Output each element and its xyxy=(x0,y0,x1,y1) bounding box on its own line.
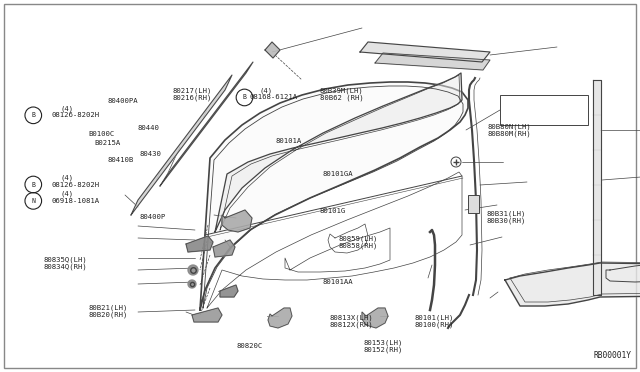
Text: 80B30(RH): 80B30(RH) xyxy=(486,218,526,224)
Text: 80217(LH): 80217(LH) xyxy=(173,87,212,94)
Polygon shape xyxy=(192,308,222,322)
Polygon shape xyxy=(200,82,468,310)
Text: 80101G: 80101G xyxy=(319,208,346,214)
Text: 80B39M(LH): 80B39M(LH) xyxy=(320,87,364,94)
Text: 08126-8202H: 08126-8202H xyxy=(51,112,99,118)
Text: 80101(LH): 80101(LH) xyxy=(415,314,454,321)
Text: 80858(RH): 80858(RH) xyxy=(339,242,378,249)
Text: B0215A: B0215A xyxy=(95,140,121,146)
Polygon shape xyxy=(222,210,252,232)
Polygon shape xyxy=(220,285,238,297)
Text: 80440: 80440 xyxy=(138,125,159,131)
Polygon shape xyxy=(362,308,388,328)
Text: B0100C: B0100C xyxy=(88,131,115,137)
Text: 80400P: 80400P xyxy=(140,214,166,220)
Text: 80153(LH): 80153(LH) xyxy=(364,339,403,346)
Text: 80812X(RH): 80812X(RH) xyxy=(330,321,373,328)
Text: 80B80N(LH): 80B80N(LH) xyxy=(488,124,531,130)
Text: RB00001Y: RB00001Y xyxy=(594,351,632,360)
Text: (4): (4) xyxy=(61,190,74,197)
Text: (4): (4) xyxy=(61,105,74,112)
Text: 80100(RH): 80100(RH) xyxy=(415,321,454,328)
Text: 08168-6121A: 08168-6121A xyxy=(250,94,298,100)
Text: 80430: 80430 xyxy=(140,151,161,157)
Text: 08126-8202H: 08126-8202H xyxy=(51,182,99,187)
Polygon shape xyxy=(593,80,601,295)
Polygon shape xyxy=(213,240,235,257)
Text: B: B xyxy=(31,112,35,118)
Text: 80B20(RH): 80B20(RH) xyxy=(88,311,128,318)
Text: N: N xyxy=(31,198,35,204)
Polygon shape xyxy=(160,62,253,186)
Polygon shape xyxy=(186,236,213,252)
Text: 80101A: 80101A xyxy=(275,138,301,144)
Circle shape xyxy=(188,265,198,275)
Bar xyxy=(468,195,479,213)
Text: 80B31(LH): 80B31(LH) xyxy=(486,211,526,217)
Text: (4): (4) xyxy=(259,87,273,94)
Polygon shape xyxy=(268,308,292,328)
Text: B: B xyxy=(31,182,35,187)
Text: 80B21(LH): 80B21(LH) xyxy=(88,304,128,311)
Text: 80834Q(RH): 80834Q(RH) xyxy=(44,264,87,270)
Circle shape xyxy=(188,280,196,288)
Text: (4): (4) xyxy=(61,174,74,181)
Text: 80820C: 80820C xyxy=(237,343,263,349)
Polygon shape xyxy=(505,263,640,306)
Text: 80101AA: 80101AA xyxy=(323,279,353,285)
Polygon shape xyxy=(215,73,462,232)
Text: 80813X(LH): 80813X(LH) xyxy=(330,314,373,321)
Bar xyxy=(500,95,588,125)
Polygon shape xyxy=(265,42,280,58)
Text: 80859(LH): 80859(LH) xyxy=(339,235,378,242)
Text: 80835Q(LH): 80835Q(LH) xyxy=(44,257,87,263)
Text: 80B62 (RH): 80B62 (RH) xyxy=(320,94,364,101)
Polygon shape xyxy=(131,75,232,215)
Text: 80410B: 80410B xyxy=(108,157,134,163)
Text: 80B80M(RH): 80B80M(RH) xyxy=(488,131,531,137)
Polygon shape xyxy=(360,42,490,62)
Polygon shape xyxy=(375,53,490,70)
Text: B: B xyxy=(243,94,246,100)
Text: 80152(RH): 80152(RH) xyxy=(364,346,403,353)
Text: 80101GA: 80101GA xyxy=(323,171,353,177)
Text: 06918-1081A: 06918-1081A xyxy=(51,198,99,204)
Text: 80216(RH): 80216(RH) xyxy=(173,94,212,101)
Text: 80400PA: 80400PA xyxy=(108,98,138,104)
